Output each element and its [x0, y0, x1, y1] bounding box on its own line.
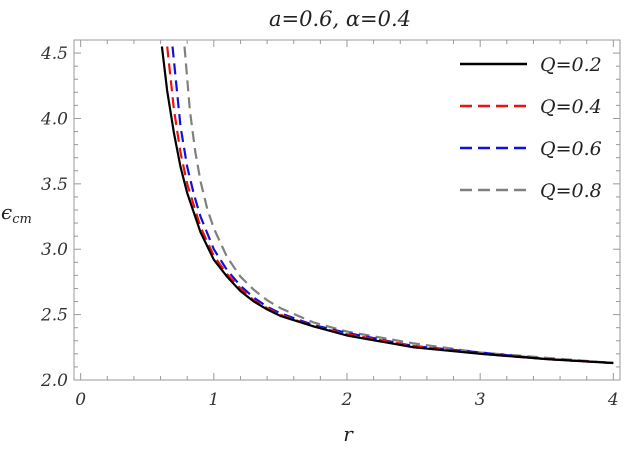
y-axis-label-main: ϵ [1, 200, 12, 224]
x-axis-ticks: 0 1 2 3 4 [75, 40, 619, 410]
x-tick-label: 0 [75, 390, 86, 410]
y-tick-label: 4.5 [40, 44, 68, 64]
x-axis-label: r [343, 422, 354, 446]
y-axis-ticks: 2.0 2.5 3.0 3.5 4.0 4.5 [40, 39, 620, 391]
y-tick-label: 2.0 [40, 371, 68, 391]
series-line-q-0-4 [166, 46, 614, 365]
legend-label: Q=0.8 [540, 180, 602, 202]
plot-frame [73, 39, 621, 381]
y-tick-label: 4.0 [40, 109, 68, 129]
series-line-q-0-8 [183, 46, 614, 365]
y-tick-label: 3.5 [41, 175, 68, 195]
x-tick-label: 3 [475, 390, 486, 410]
chart-title: a=0.6, α=0.4 [269, 7, 411, 31]
x-tick-label: 4 [607, 390, 619, 410]
legend-label: Q=0.2 [540, 54, 602, 76]
y-tick-label: 3.0 [41, 240, 68, 260]
legend-label: Q=0.4 [540, 96, 602, 118]
y-tick-label: 2.5 [40, 306, 68, 326]
x-tick-label: 2 [341, 390, 353, 410]
y-axis-label: ϵcm [1, 200, 32, 227]
plot-border [73, 39, 621, 381]
series-line-q-0-2 [160, 46, 614, 365]
legend: Q=0.2 Q=0.4 Q=0.6 Q=0.8 [460, 54, 602, 202]
legend-label: Q=0.6 [540, 138, 602, 160]
y-axis-label-subscript: cm [12, 212, 32, 227]
series-layer [160, 46, 614, 365]
series-line-q-0-6 [171, 46, 614, 365]
x-tick-label: 1 [208, 390, 219, 410]
